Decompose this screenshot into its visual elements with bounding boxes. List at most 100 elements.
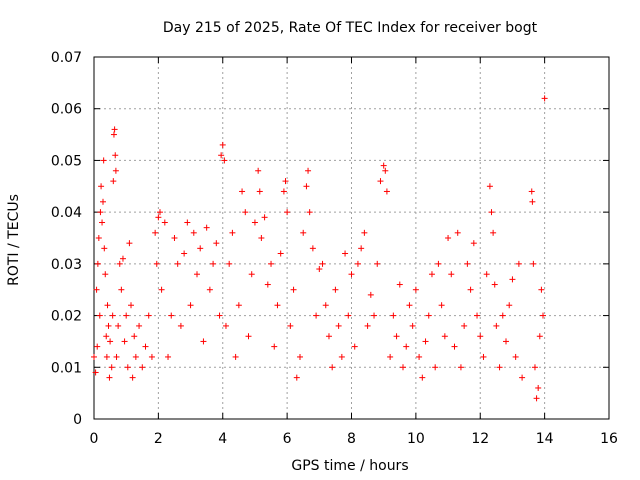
data-point: [351, 343, 358, 350]
data-point: [319, 260, 326, 267]
data-point: [128, 302, 135, 309]
data-point: [406, 302, 413, 309]
data-point: [382, 167, 389, 174]
data-point: [153, 260, 160, 267]
data-point: [282, 178, 289, 185]
data-points: [91, 95, 548, 402]
data-point: [113, 353, 120, 360]
data-point: [496, 364, 503, 371]
data-point: [528, 188, 535, 195]
data-point: [390, 312, 397, 319]
data-point: [541, 95, 548, 102]
data-point: [174, 260, 181, 267]
data-point: [535, 384, 542, 391]
data-point: [445, 235, 452, 241]
data-point: [152, 229, 159, 236]
data-point: [486, 183, 493, 190]
data-point: [536, 333, 543, 340]
data-point: [300, 229, 307, 236]
data-point: [540, 312, 547, 319]
data-point: [306, 209, 313, 216]
data-point: [242, 209, 249, 216]
data-point: [96, 312, 103, 319]
data-point: [165, 353, 172, 360]
data-point: [274, 302, 281, 309]
data-point: [464, 260, 471, 267]
x-tick-label: 12: [471, 431, 489, 447]
data-point: [103, 333, 110, 340]
y-tick-labels: 0 0.01 0.02 0.03 0.04 0.05 0.06 0.07: [51, 50, 82, 428]
data-point: [490, 229, 497, 236]
data-point: [277, 250, 284, 257]
y-tick-label: 0.06: [51, 102, 82, 118]
data-point: [367, 291, 374, 298]
data-point: [93, 286, 100, 293]
data-point: [531, 364, 538, 371]
data-point: [305, 167, 312, 174]
y-tick-label: 0.02: [51, 309, 82, 325]
data-point: [158, 286, 165, 293]
data-point: [538, 286, 545, 293]
data-point: [377, 178, 384, 185]
data-point: [483, 271, 490, 278]
data-point: [94, 343, 101, 350]
data-point: [109, 312, 116, 319]
x-tick-label: 0: [90, 431, 99, 447]
data-point: [512, 353, 519, 360]
data-point: [108, 364, 115, 371]
data-point: [403, 343, 410, 350]
data-point: [364, 322, 371, 329]
data-point: [101, 245, 108, 252]
data-point: [297, 353, 303, 360]
data-point: [474, 312, 481, 319]
data-point: [432, 364, 439, 371]
data-point: [454, 229, 461, 236]
data-point: [461, 322, 468, 329]
data-point: [181, 250, 188, 257]
y-tick-label: 0.03: [51, 257, 82, 273]
data-point: [441, 333, 448, 340]
data-point: [515, 260, 522, 267]
data-point: [184, 219, 191, 226]
data-point: [112, 152, 119, 159]
data-point: [100, 198, 107, 205]
data-point: [400, 364, 406, 371]
data-point: [380, 162, 387, 169]
data-point: [221, 157, 228, 164]
data-point: [123, 312, 130, 319]
data-point: [99, 219, 106, 226]
data-point: [261, 214, 268, 221]
data-point: [136, 322, 143, 329]
data-point: [239, 188, 246, 195]
data-point: [313, 312, 320, 319]
data-point: [268, 260, 275, 267]
data-point: [98, 183, 105, 190]
data-point: [477, 333, 484, 340]
data-point: [255, 167, 262, 174]
data-point: [303, 183, 310, 190]
data-point: [106, 374, 113, 381]
data-point: [142, 343, 149, 350]
data-point: [264, 281, 271, 288]
data-point: [493, 322, 500, 329]
data-point: [480, 353, 487, 360]
data-point: [509, 276, 516, 283]
data-point: [91, 353, 97, 360]
data-point: [245, 333, 252, 340]
data-point: [293, 374, 300, 381]
data-point: [348, 271, 355, 278]
data-point: [216, 312, 223, 319]
data-point: [383, 188, 390, 195]
data-point: [131, 333, 138, 340]
data-point: [110, 178, 117, 185]
data-point: [194, 271, 200, 278]
x-tick-label: 8: [347, 431, 356, 447]
data-point: [210, 260, 217, 267]
data-point: [102, 271, 109, 278]
data-point: [251, 219, 258, 226]
data-point: [374, 260, 381, 267]
data-point: [387, 353, 394, 360]
data-point: [409, 322, 416, 329]
data-point: [248, 271, 255, 278]
